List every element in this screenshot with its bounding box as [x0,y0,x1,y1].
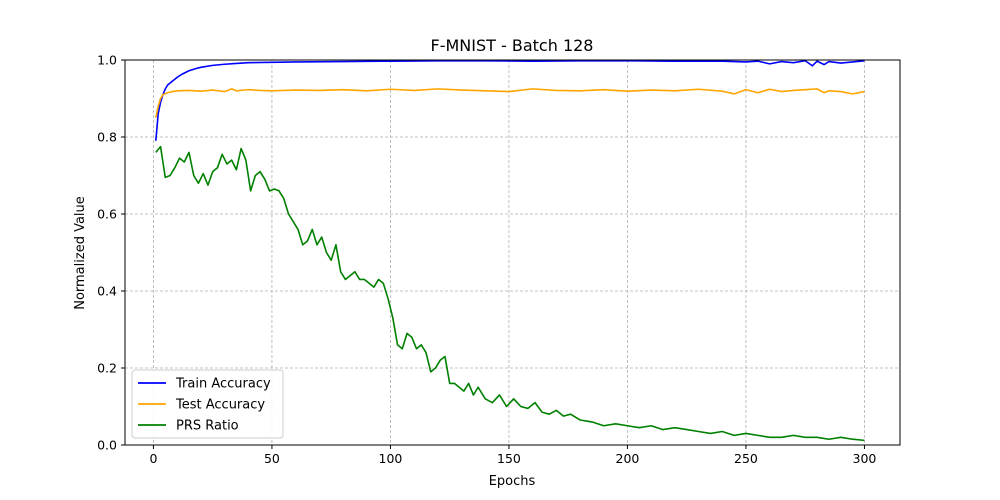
legend-label-prs-ratio: PRS Ratio [176,419,239,434]
series-line-test-accuracy [155,88,865,118]
x-tick-label: 150 [497,451,521,466]
series-line-prs-ratio [155,145,865,442]
legend: Train Accuracy Test Accuracy PRS Ratio [131,369,284,439]
series-layer [155,60,865,442]
legend-box [131,369,284,439]
y-axis-label: Normalized Value [73,196,88,310]
x-tick-label: 300 [853,451,877,466]
plot-frame [124,59,901,446]
x-tick-label: 250 [734,451,758,466]
x-tick-label: 0 [149,451,157,466]
series-line-train-accuracy [155,60,865,141]
y-tick-label: 0.2 [97,361,117,376]
y-tick-label: 0.4 [97,284,117,299]
y-tick-label: 0.8 [97,130,117,145]
y-axis: 0.0 0.2 0.4 0.6 0.8 1.0 [97,53,125,453]
x-tick-label: 100 [379,451,403,466]
legend-label-test-accuracy: Test Accuracy [175,398,265,413]
y-tick-label: 1.0 [97,53,117,68]
x-tick-label: 50 [264,451,280,466]
chart-title: F-MNIST - Batch 128 [431,36,594,55]
legend-label-train-accuracy: Train Accuracy [175,377,271,392]
x-axis: 0 50 100 150 200 250 300 [149,445,876,466]
y-tick-label: 0.6 [97,207,117,222]
y-tick-label: 0.0 [97,438,117,453]
x-axis-label: Epochs [489,474,536,489]
x-tick-label: 200 [616,451,640,466]
